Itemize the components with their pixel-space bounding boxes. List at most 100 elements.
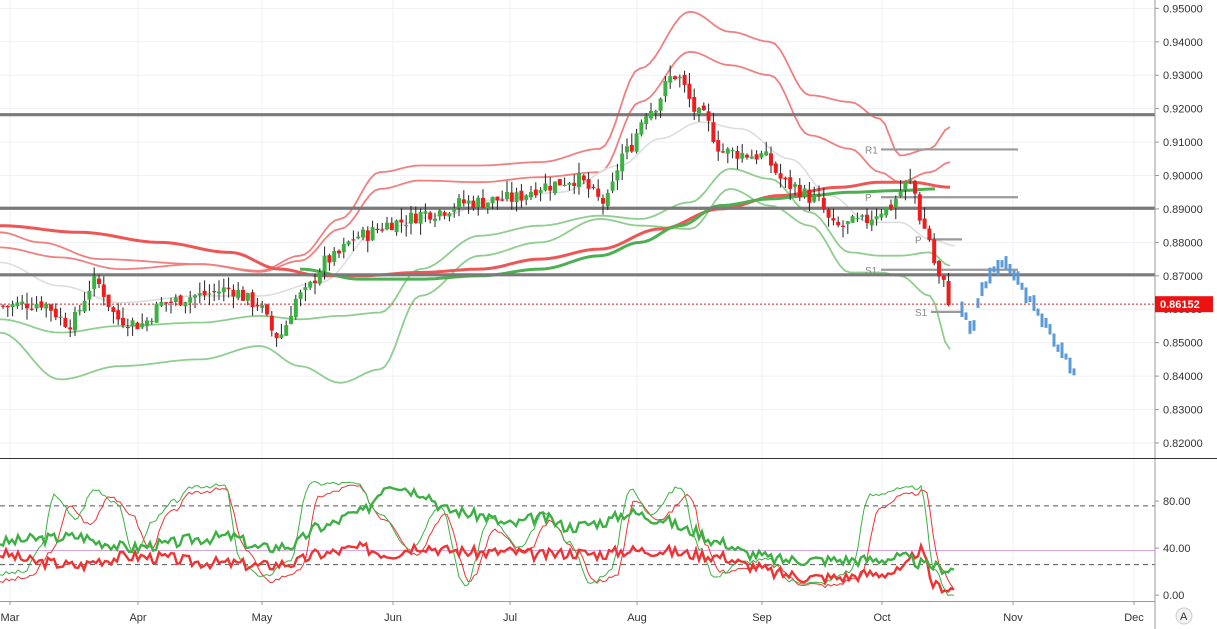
candle-body-82	[394, 220, 399, 233]
projection-bar-4	[976, 298, 980, 308]
time-tick-label-5: Aug	[627, 612, 647, 624]
candle-body-9	[44, 303, 49, 309]
candle-body-12	[58, 316, 63, 318]
candle-body-150	[721, 151, 725, 153]
candle-body-95	[457, 198, 461, 208]
candle-body-114	[548, 185, 553, 191]
candle-body-178	[855, 218, 860, 220]
candle-body-88	[423, 211, 428, 214]
candle-body-127	[610, 181, 615, 191]
price-tick-label-13: 0.82000	[1163, 438, 1203, 450]
candle-body-191	[917, 194, 922, 221]
candle-body-91	[437, 210, 442, 217]
candle-body-100	[481, 197, 485, 208]
projection-bar-14	[1016, 271, 1020, 285]
candle-body-108	[519, 190, 524, 201]
projection-bar-3	[972, 320, 976, 331]
candle-body-57	[274, 332, 279, 339]
price-tick-label-10: 0.85000	[1163, 338, 1203, 350]
projection-bar-9	[996, 259, 1000, 276]
candle-body-10	[49, 304, 53, 311]
candle-body-90	[433, 218, 437, 221]
candle-body-182	[874, 216, 879, 220]
price-tick-label-8: 0.87000	[1163, 271, 1203, 283]
candle-body-83	[399, 219, 404, 223]
projection-bar-15	[1020, 282, 1024, 290]
auto-scale-button[interactable]: A	[1175, 607, 1193, 625]
candle-body-138	[663, 80, 668, 97]
projection-bar-10	[1000, 260, 1004, 268]
candle-body-163	[783, 177, 788, 180]
candle-body-40	[193, 295, 197, 298]
candle-body-129	[620, 153, 625, 172]
candle-body-23	[111, 307, 116, 313]
projection-bar-26	[1064, 353, 1068, 360]
time-axis[interactable]: Mar Apr May Jun Jul Aug Sep Oct Nov Dec	[1, 601, 1145, 624]
candle-body-172	[826, 209, 831, 218]
candle-body-117	[562, 184, 567, 186]
candles-layer	[1, 65, 951, 347]
candle-body-53	[255, 304, 260, 307]
candle-body-137	[658, 98, 663, 111]
projection-bar-0	[960, 301, 964, 317]
candle-body-164	[788, 177, 793, 189]
candle-body-105	[505, 191, 509, 199]
current-price-label: 0.86152	[1160, 299, 1200, 311]
oscillator-panel	[0, 480, 1155, 596]
candle-body-196	[941, 275, 946, 280]
price-tick-label-12: 0.83000	[1163, 405, 1203, 417]
price-tick-label-4: 0.91000	[1163, 137, 1203, 149]
projection-bar-12	[1008, 263, 1012, 275]
projection-bar-21	[1044, 317, 1048, 328]
candle-body-116	[557, 179, 562, 186]
candle-body-159	[764, 151, 769, 156]
candle-body-58	[279, 334, 284, 338]
time-tick-label-2: May	[252, 612, 273, 624]
candle-body-11	[53, 308, 58, 318]
candle-body-107	[514, 192, 519, 203]
candle-body-118	[567, 183, 572, 185]
oscillator-axis[interactable]: 80.00 40.00 0.00	[1155, 496, 1191, 602]
candle-body-122	[586, 179, 591, 189]
projection-bar-5	[980, 282, 984, 297]
candle-body-37	[178, 295, 183, 306]
bands-layer	[0, 10, 956, 384]
candle-body-188	[903, 181, 908, 190]
projection-bar-8	[992, 266, 996, 273]
pivot-label-4: S1	[915, 308, 928, 319]
candle-body-64	[308, 281, 313, 288]
price-tick-label-6: 0.89000	[1163, 204, 1203, 216]
candle-body-41	[197, 293, 202, 296]
candle-body-109	[524, 195, 529, 201]
candle-body-126	[605, 193, 610, 207]
candle-body-120	[577, 173, 581, 187]
candle-body-68	[327, 255, 332, 263]
price-tick-label-3: 0.92000	[1163, 104, 1203, 116]
candle-body-130	[625, 146, 629, 153]
candle-body-27	[130, 320, 135, 327]
candle-body-63	[303, 287, 308, 291]
candle-body-30	[145, 320, 149, 326]
candle-body-45	[217, 291, 221, 294]
candle-body-99	[476, 197, 481, 208]
projection-layer	[960, 256, 1076, 376]
candle-body-175	[841, 225, 845, 227]
candle-body-74	[356, 236, 361, 239]
candle-body-102	[490, 196, 495, 204]
projection-bar-24	[1056, 344, 1060, 352]
candle-body-16	[77, 310, 82, 312]
time-tick-label-9: Dec	[1124, 612, 1144, 624]
candle-body-79	[380, 229, 385, 231]
candle-body-33	[159, 301, 164, 306]
candle-body-73	[351, 239, 356, 241]
price-tick-label-0: 0.95000	[1163, 3, 1203, 15]
projection-bar-2	[968, 320, 972, 334]
candle-body-84	[404, 224, 409, 227]
candle-body-104	[500, 199, 505, 201]
candle-body-139	[668, 76, 673, 83]
candle-body-80	[385, 222, 389, 230]
projection-bar-6	[984, 281, 988, 289]
candle-body-193	[927, 228, 932, 241]
candle-body-195	[937, 260, 941, 277]
